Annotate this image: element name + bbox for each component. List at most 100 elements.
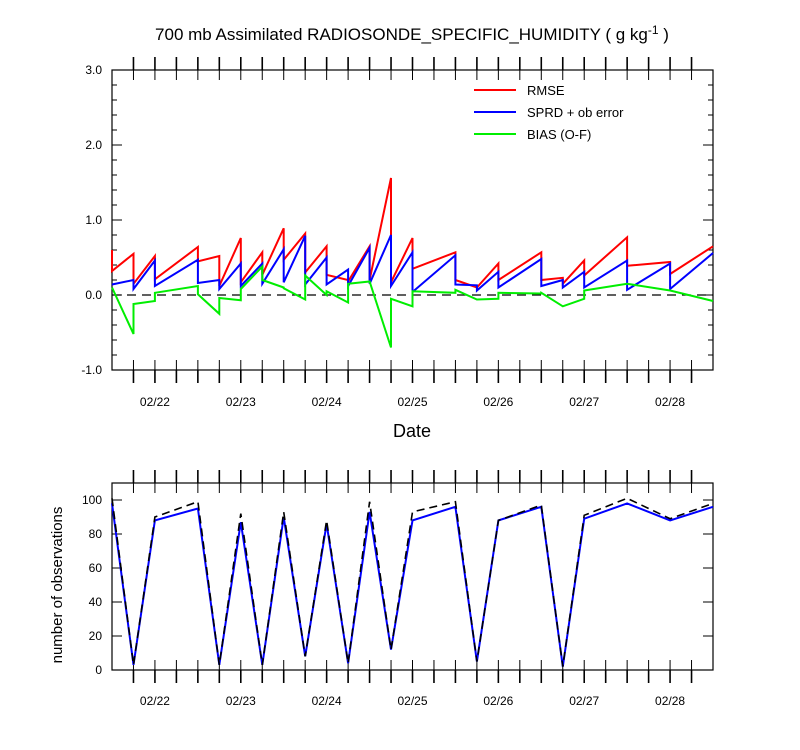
x-tick-label: 02/27 (569, 694, 599, 708)
data-point (626, 498, 628, 500)
data-point (304, 656, 306, 658)
data-point (133, 288, 135, 290)
x-tick-label: 02/23 (226, 694, 256, 708)
data-point (240, 288, 242, 290)
plot-frame (111, 482, 714, 671)
data-point (283, 249, 285, 251)
data-point (583, 298, 585, 300)
chart-title-exponent: -1 (648, 23, 659, 37)
y-tick-label: 2.0 (85, 138, 102, 152)
data-point (240, 285, 242, 287)
data-point (283, 228, 285, 230)
bottom-chart: 0 20 40 60 80 100 02/22 02/23 02/24 02/25 02/26 02/… (82, 470, 714, 708)
data-point (326, 246, 328, 248)
series-line (111, 234, 714, 295)
data-point (283, 282, 285, 284)
data-point (219, 313, 221, 315)
data-point (197, 282, 199, 284)
x-tick-label: 02/25 (397, 395, 427, 409)
data-point (154, 255, 156, 257)
data-point (111, 270, 113, 272)
series-line (111, 502, 714, 667)
data-point (219, 288, 221, 290)
data-point (583, 260, 585, 262)
data-point (476, 285, 478, 287)
x-tick-label: 02/24 (312, 395, 342, 409)
data-point (347, 283, 349, 285)
data-point (412, 252, 414, 254)
data-point (498, 298, 500, 300)
series-sprd-ob-error (111, 234, 714, 295)
y-tick-label: 3.0 (85, 63, 102, 77)
top-chart: -1.0 0.0 1.0 2.0 3.0 02/22 02/23 02/24 02/25 02/2… (81, 57, 714, 409)
data-point (262, 266, 264, 268)
data-point (476, 290, 478, 292)
series-possible-observations (111, 497, 714, 668)
data-point (154, 285, 156, 287)
data-point (562, 306, 564, 308)
data-point (626, 289, 628, 291)
x-tick-label: 02/26 (483, 694, 513, 708)
legend-label: SPRD + ob error (527, 105, 624, 120)
data-point (583, 287, 585, 289)
data-point (390, 285, 392, 287)
data-point (326, 291, 328, 293)
data-point (133, 333, 135, 335)
x-tick-label: 02/22 (140, 395, 170, 409)
data-point (541, 285, 543, 287)
data-point (197, 246, 199, 248)
data-point (240, 263, 242, 265)
data-point (583, 290, 585, 292)
data-point (262, 279, 264, 281)
data-point (412, 306, 414, 308)
y-axis-label: number of observations (49, 507, 66, 664)
data-point (133, 253, 135, 255)
x-tick-label: 02/26 (483, 395, 513, 409)
data-point (669, 263, 671, 265)
data-point (154, 292, 156, 294)
data-point (133, 303, 135, 305)
data-point (283, 511, 285, 513)
data-point (133, 664, 135, 666)
data-point (626, 283, 628, 285)
data-point (390, 298, 392, 300)
data-point (197, 259, 199, 261)
data-point (562, 666, 564, 668)
data-point (369, 501, 371, 503)
data-point (262, 252, 264, 254)
data-point (562, 277, 564, 279)
data-point (197, 294, 199, 296)
data-point (498, 287, 500, 289)
x-tick-label: 02/22 (140, 694, 170, 708)
data-point (219, 297, 221, 299)
x-tick-label: 02/24 (312, 694, 342, 708)
data-point (455, 252, 457, 254)
data-point (111, 287, 113, 289)
data-point (412, 237, 414, 239)
data-point (326, 257, 328, 259)
data-point (390, 234, 392, 236)
chart-title-prefix: 700 mb Assimilated RADIOSONDE_SPECIFIC_H… (155, 25, 648, 44)
data-point (541, 292, 543, 294)
data-point (262, 263, 264, 265)
data-point (498, 520, 500, 522)
data-point (326, 294, 328, 296)
data-point (669, 520, 671, 522)
data-point (669, 518, 671, 520)
legend-label: BIAS (O-F) (527, 127, 591, 142)
data-point (541, 258, 543, 260)
data-point (304, 275, 306, 277)
x-tick-label: 02/28 (655, 694, 685, 708)
data-point (326, 284, 328, 286)
data-point (626, 260, 628, 262)
data-point (455, 284, 457, 286)
data-point (583, 515, 585, 517)
data-point (369, 281, 371, 283)
data-point (498, 263, 500, 265)
data-point (562, 287, 564, 289)
data-point (111, 249, 113, 251)
data-point (304, 233, 306, 235)
data-point (262, 664, 264, 666)
chart-title-suffix: ) (659, 25, 669, 44)
